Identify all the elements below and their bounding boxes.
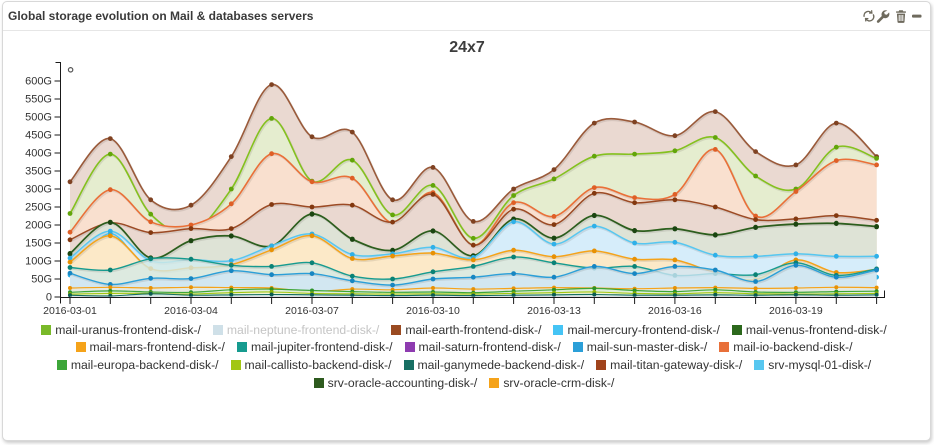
svg-text:250G: 250G (25, 201, 52, 213)
svg-text:200G: 200G (25, 219, 52, 231)
svg-text:100G: 100G (25, 255, 52, 267)
svg-text:300G: 300G (25, 183, 52, 195)
svg-text:600G: 600G (25, 75, 52, 87)
svg-text:450G: 450G (25, 129, 52, 141)
svg-text:350G: 350G (25, 165, 52, 177)
svg-text:2016-03-13: 2016-03-13 (527, 305, 581, 317)
svg-text:2016-03-16: 2016-03-16 (648, 305, 702, 317)
svg-text:0: 0 (46, 291, 52, 303)
svg-text:400G: 400G (25, 147, 52, 159)
svg-text:2016-03-10: 2016-03-10 (406, 305, 460, 317)
svg-text:50G: 50G (31, 273, 52, 285)
svg-text:150G: 150G (25, 237, 52, 249)
svg-text:2016-03-19: 2016-03-19 (769, 305, 823, 317)
svg-text:2016-03-04: 2016-03-04 (164, 305, 218, 317)
svg-text:2016-03-07: 2016-03-07 (285, 305, 339, 317)
svg-text:550G: 550G (25, 93, 52, 105)
svg-text:500G: 500G (25, 111, 52, 123)
svg-text:2016-03-01: 2016-03-01 (43, 305, 97, 317)
